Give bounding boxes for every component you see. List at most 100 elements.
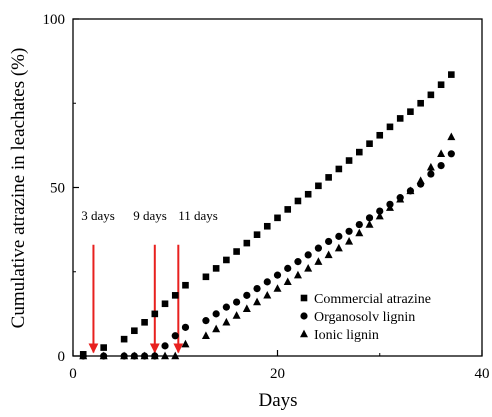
data-point-circle — [355, 220, 363, 229]
data-point-triangle — [99, 351, 108, 360]
data-point-square — [253, 231, 261, 238]
data-point-triangle — [385, 203, 394, 211]
data-point-square — [161, 300, 169, 308]
y-tick-label: 100 — [43, 12, 66, 28]
data-point-square — [141, 319, 148, 326]
annotation-label: 9 days — [133, 208, 167, 223]
data-point-square — [171, 292, 179, 299]
data-point-triangle — [426, 162, 435, 171]
data-point-triangle — [150, 351, 159, 360]
data-point-triangle — [232, 311, 241, 319]
data-point-triangle — [242, 304, 251, 313]
data-point-circle — [304, 251, 312, 259]
y-axis-title: Cumulative atrazine in leachates (%) — [8, 48, 29, 329]
data-point-square — [223, 256, 230, 264]
data-point-circle — [253, 285, 261, 293]
data-point-circle — [294, 258, 302, 266]
data-point-square — [386, 123, 394, 131]
data-point-circle — [376, 207, 384, 215]
data-point-triangle — [212, 324, 221, 333]
data-point-triangle — [375, 211, 384, 220]
data-point-triangle — [324, 250, 333, 259]
y-tick-label: 50 — [50, 181, 65, 197]
annotation-label: 11 days — [178, 208, 218, 223]
x-tick-label: 20 — [270, 366, 285, 382]
data-point-triangle — [304, 263, 313, 272]
data-point-square — [263, 222, 271, 230]
data-point-square — [243, 239, 251, 247]
data-point-triangle — [355, 228, 364, 237]
data-point-triangle — [283, 277, 292, 286]
data-point-triangle — [181, 339, 190, 348]
data-point-square — [417, 99, 424, 107]
data-point-square — [325, 174, 332, 181]
data-point-circle — [233, 298, 241, 306]
data-point-triangle — [365, 220, 374, 228]
x-tick-label: 40 — [475, 366, 490, 382]
data-marks — [79, 71, 456, 360]
data-point-triangle — [130, 351, 139, 360]
data-point-triangle — [253, 297, 262, 306]
data-point-square — [212, 265, 220, 272]
data-point-triangle — [171, 351, 180, 360]
data-point-square — [120, 335, 128, 343]
legend-label: Ionic lignin — [314, 328, 379, 343]
data-point-square — [284, 206, 292, 213]
data-point-square — [345, 157, 353, 164]
data-point-square — [233, 248, 240, 255]
data-point-circle — [273, 271, 282, 279]
data-point-triangle — [416, 176, 425, 184]
data-point-triangle — [314, 257, 323, 265]
data-point-circle — [212, 310, 220, 318]
data-point-triangle — [345, 237, 354, 245]
data-point-circle — [345, 227, 353, 235]
data-point-triangle — [263, 290, 272, 299]
data-point-square — [366, 140, 373, 147]
data-point-square — [274, 214, 281, 222]
data-point-square — [304, 190, 312, 198]
data-point-square — [448, 71, 455, 78]
data-point-circle — [284, 264, 292, 272]
annotations: 3 days 9 days 11 days — [81, 208, 218, 354]
data-point-square — [356, 148, 363, 156]
legend-marker-square — [300, 294, 308, 302]
data-point-square — [407, 108, 414, 115]
data-point-square — [315, 182, 322, 190]
data-point-circle — [447, 150, 455, 158]
data-point-circle — [202, 317, 210, 325]
data-point-triangle — [120, 351, 129, 360]
data-point-circle — [437, 161, 445, 170]
data-point-triangle — [273, 284, 282, 292]
legend-label: Organosolv lignin — [314, 310, 415, 325]
legend-marker-triangle — [300, 329, 308, 338]
data-point-square — [427, 91, 435, 99]
data-point-triangle — [437, 149, 446, 157]
data-point-triangle — [406, 186, 415, 195]
data-point-triangle — [334, 243, 343, 252]
data-point-circle — [171, 332, 179, 340]
data-point-square — [100, 344, 107, 351]
data-point-square — [202, 273, 210, 281]
series-triangle — [79, 132, 456, 360]
data-point-circle — [263, 278, 271, 286]
data-point-square — [437, 81, 445, 89]
data-point-triangle — [140, 351, 149, 360]
data-point-square — [182, 281, 189, 289]
legend-label: Commercial atrazine — [314, 292, 431, 307]
x-tick-label: 0 — [69, 366, 77, 382]
data-point-circle — [181, 323, 190, 331]
data-point-square — [294, 197, 302, 205]
data-point-circle — [325, 237, 333, 246]
data-point-triangle — [447, 132, 456, 141]
data-point-square — [396, 115, 404, 122]
data-point-square — [376, 131, 384, 139]
data-point-square — [151, 310, 159, 318]
data-point-circle — [335, 232, 343, 240]
data-point-square — [335, 165, 343, 173]
data-point-circle — [161, 342, 169, 350]
data-point-circle — [365, 214, 374, 222]
series-square — [79, 71, 455, 358]
data-point-square — [131, 327, 138, 335]
